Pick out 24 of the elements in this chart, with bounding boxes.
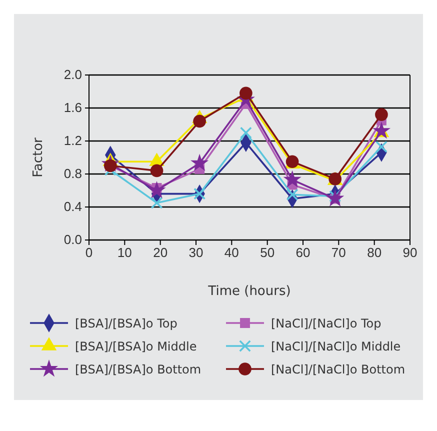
x-tick-label: 80 bbox=[367, 245, 382, 260]
y-tick-label: 1.2 bbox=[64, 133, 82, 148]
y-tick-label: 0.0 bbox=[64, 232, 82, 248]
x-tick-label: 40 bbox=[224, 245, 239, 260]
legend-label: [NaCl]/[NaCl]o Middle bbox=[271, 340, 401, 354]
y-axis-title: Factor bbox=[31, 136, 46, 178]
legend-label: [BSA]/[BSA]o Middle bbox=[75, 340, 197, 354]
x-tick-label: 20 bbox=[153, 245, 168, 260]
x-axis-title: Time (hours) bbox=[207, 284, 291, 299]
x-tick-label: 0 bbox=[85, 245, 93, 260]
x-tick-label: 90 bbox=[402, 245, 418, 260]
x-tick-label: 70 bbox=[331, 245, 346, 260]
x-tick-label: 60 bbox=[296, 245, 310, 260]
legend-label: [NaCl]/[NaCl]o Bottom bbox=[271, 362, 406, 376]
legend-label: [NaCl]/[NaCl]o Top bbox=[271, 316, 382, 330]
y-tick-label: 0.4 bbox=[64, 199, 82, 214]
legend-label: [BSA]/[BSA]o Top bbox=[75, 316, 178, 330]
x-tick-label: 50 bbox=[260, 245, 275, 260]
legend-label: [BSA]/[BSA]o Bottom bbox=[75, 362, 202, 376]
y-tick-label: 1.6 bbox=[64, 100, 82, 116]
y-tick-label: 0.8 bbox=[64, 166, 82, 182]
x-tick-label: 30 bbox=[188, 245, 204, 260]
x-tick-label: 10 bbox=[117, 245, 132, 260]
y-tick-label: 2.0 bbox=[64, 67, 82, 82]
